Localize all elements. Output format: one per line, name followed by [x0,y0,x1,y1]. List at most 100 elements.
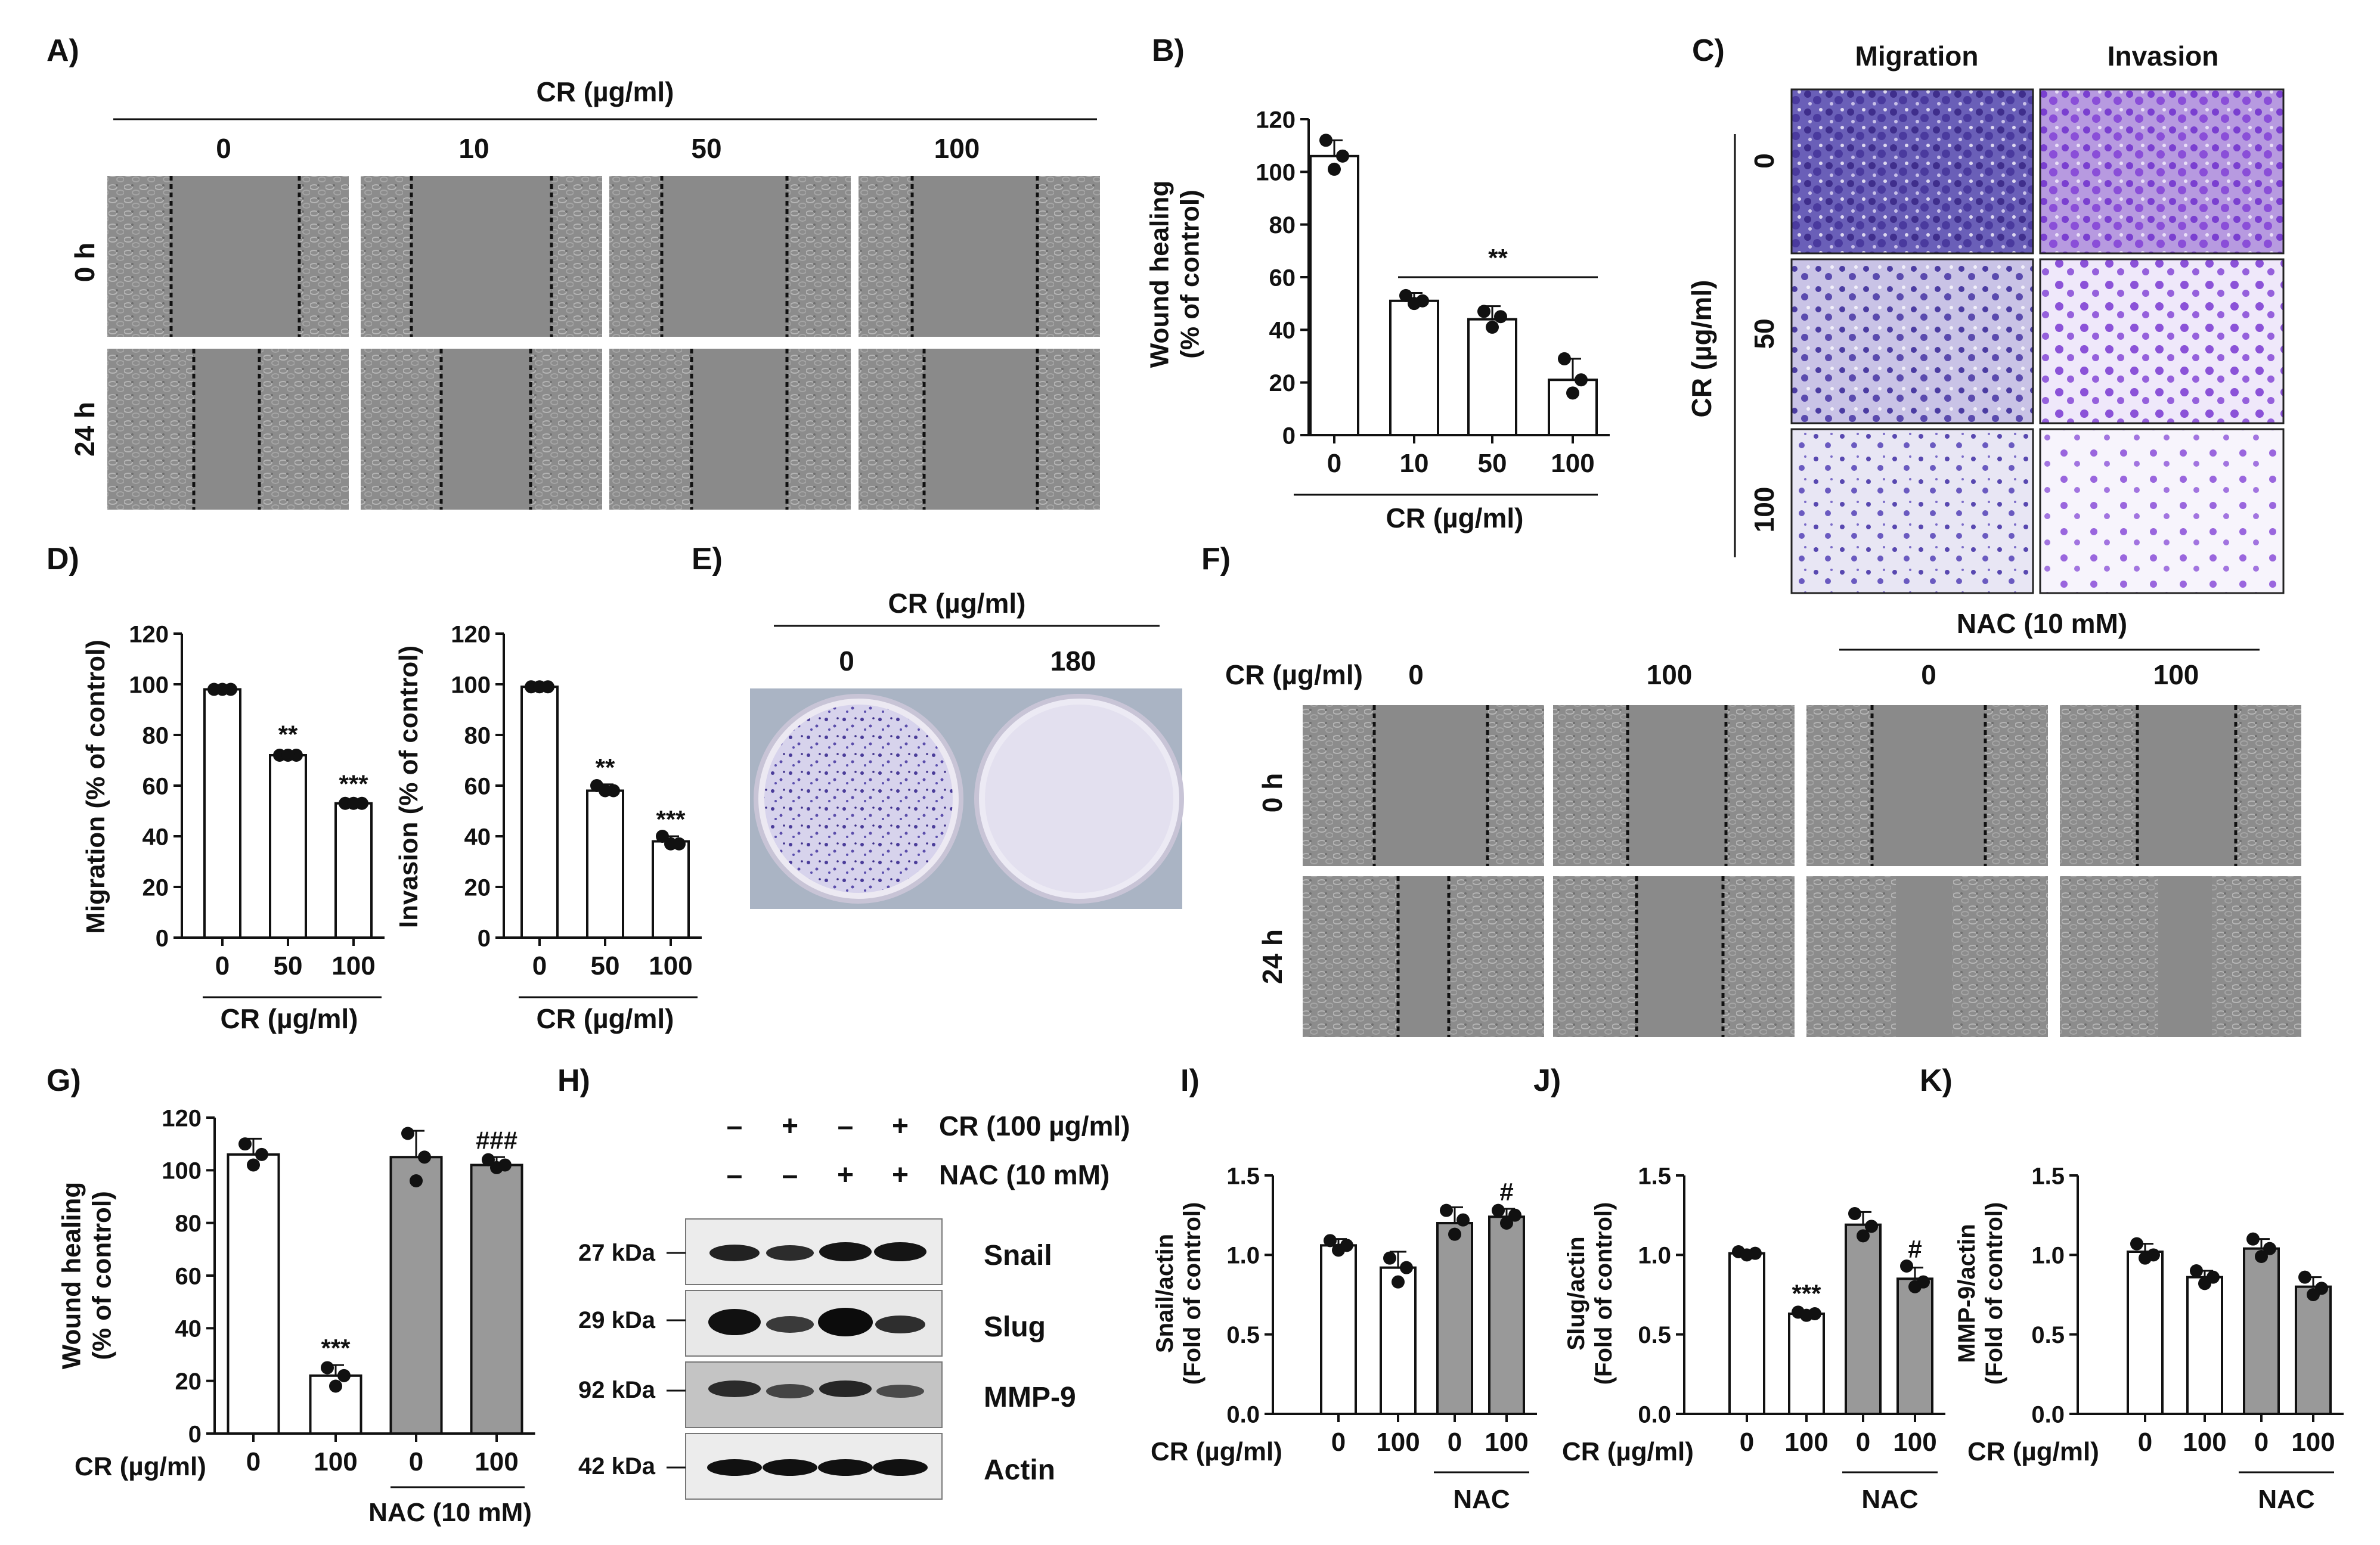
x-tick-label: 100 [2183,1428,2226,1457]
y-tick-label: 0.0 [2031,1401,2065,1428]
data-point [664,837,677,851]
y-tick-label: 20 [464,874,491,901]
y-tick-label: 40 [175,1316,202,1342]
data-point [1500,1217,1513,1230]
x-tick-label: 100 [2291,1428,2335,1457]
y-tick-label: 80 [175,1211,202,1237]
significance-label: *** [1792,1280,1821,1308]
bar [1488,1215,1525,1416]
x-tick-label: 0 [1331,1428,1346,1457]
panel-f-image-0h-0 [1303,705,1544,866]
panel-c-invasion-100 [2039,428,2285,594]
data-point [1319,134,1332,147]
significance-label: ** [278,721,298,749]
sign: + [782,1110,798,1142]
data-point [410,1174,423,1187]
panel-h-nac-label: NAC (10 mM) [939,1159,1110,1190]
y-axis-label: MMP-9/actin [1954,1224,1980,1363]
panel-c-row-0: 0 [1749,153,1780,169]
x-tick-label: 50 [591,951,620,981]
panel-h: – + – + CR (100 µg/ml) – – + + NAC (10 m… [578,1110,1130,1500]
panel-letter-k: K) [1920,1063,1953,1098]
significance-label: # [1908,1235,1922,1263]
data-point [2139,1251,2152,1265]
y-tick-label: 40 [1269,318,1296,344]
panel-e-group-label: CR (µg/ml) [888,588,1026,619]
y-tick-label: 1.5 [1638,1163,1671,1189]
y-tick-label: 1.5 [2031,1163,2065,1189]
panel-letter-h: H) [557,1063,590,1098]
x-tick-label: 0 [532,951,547,981]
bar [520,685,559,939]
panel-h-mw: 27 kDa [578,1240,656,1266]
data-point [1383,1251,1396,1265]
panel-f-image-24h-0 [1303,876,1544,1037]
panel-a-image-0h-100 [859,176,1100,337]
panel-letter-b: B) [1152,33,1185,68]
bar [334,802,373,939]
panel-h-mw: 92 kDa [578,1377,656,1403]
data-point [1440,1203,1453,1217]
y-tick-label: 20 [142,874,169,901]
y-tick-label: 80 [464,722,491,749]
panel-f-image-24h-100 [1553,876,1795,1037]
data-point [2255,1250,2268,1263]
panel-a-image-0h-0 [107,176,349,337]
bar [2186,1276,2223,1416]
y-tick-label: 120 [129,621,169,647]
x-axis-label: CR (µg/ml) [1386,502,1524,533]
panel-h-cr-label: CR (100 µg/ml) [939,1110,1130,1141]
sign: + [892,1159,909,1191]
y-tick-label: 1.0 [2031,1243,2065,1269]
y-tick-label: 60 [175,1263,202,1289]
panel-c-group-label: CR (µg/ml) [1686,280,1717,418]
data-point [2246,1232,2260,1246]
panel-h-blot-snail: 27 kDa Snail [578,1218,1052,1285]
significance-label: *** [321,1334,351,1362]
panel-e: CR (µg/ml) 0 180 [750,588,1184,909]
chart-g-wound-healing-nac: 0 20 40 60 80 100 120 Wound healing (% of contro… [57,1105,535,1527]
panel-letter-j: J) [1533,1063,1561,1098]
panel-a: CR (µg/ml) 0 10 50 100 0 h 24 h [69,76,1100,510]
panel-a-cond-2: 50 [691,133,721,164]
panel-c-migration-50 [1790,258,2034,424]
panel-f-row-24h: 24 h [1257,929,1288,984]
panel-letter-c: C) [1692,33,1725,68]
panel-f-image-0h-100 [1553,705,1795,866]
panel-h-blot-actin: 42 kDa Actin [578,1433,1055,1500]
significance-label: *** [339,770,368,798]
y-tick-label: 120 [1256,107,1296,133]
panel-e-colonies [764,705,953,893]
y-tick-label: 0 [156,925,169,951]
y-tick-label: 0.5 [1638,1322,1671,1348]
y-tick-label: 40 [142,824,169,850]
group-label: NAC [2258,1485,2314,1514]
panel-f-cond-2: 0 [1921,659,1936,690]
panel-h-mw: 42 kDa [578,1453,656,1479]
panel-letter-g: G) [47,1063,81,1098]
bar [1788,1313,1825,1415]
x-tick-label: 0 [215,951,230,981]
chart-d-migration: 0 20 40 60 80 100 120 Migration (% of control) 0… [81,621,385,1034]
data-point [599,784,612,798]
y-tick-label: 0.5 [1226,1322,1260,1348]
bar [2295,1285,2332,1416]
data-point [1336,149,1349,163]
data-point [1486,320,1499,334]
panel-a-image-24h-100 [859,349,1100,510]
bar [2243,1247,2280,1416]
x-tick-label: 10 [1400,449,1429,478]
y-axis-label: Migration (% of control) [81,640,110,934]
data-point [247,1158,260,1172]
chart-k-mmp9: 0.0 0.5 1.0 1.5 MMP-9/actin (Fold of control)… [1954,1163,2344,1514]
bar [652,840,690,939]
panel-c-invasion-50 [2039,258,2285,424]
data-point [482,1153,495,1166]
group-label: NAC (10 mM) [368,1498,532,1527]
panel-f-image-0h-nac-0 [1806,705,2048,866]
y-tick-label: 100 [451,672,491,698]
panel-f-image-24h-nac-100 [2060,876,2301,1037]
significance-label: ** [1488,244,1508,272]
significance-label: ** [596,753,615,781]
